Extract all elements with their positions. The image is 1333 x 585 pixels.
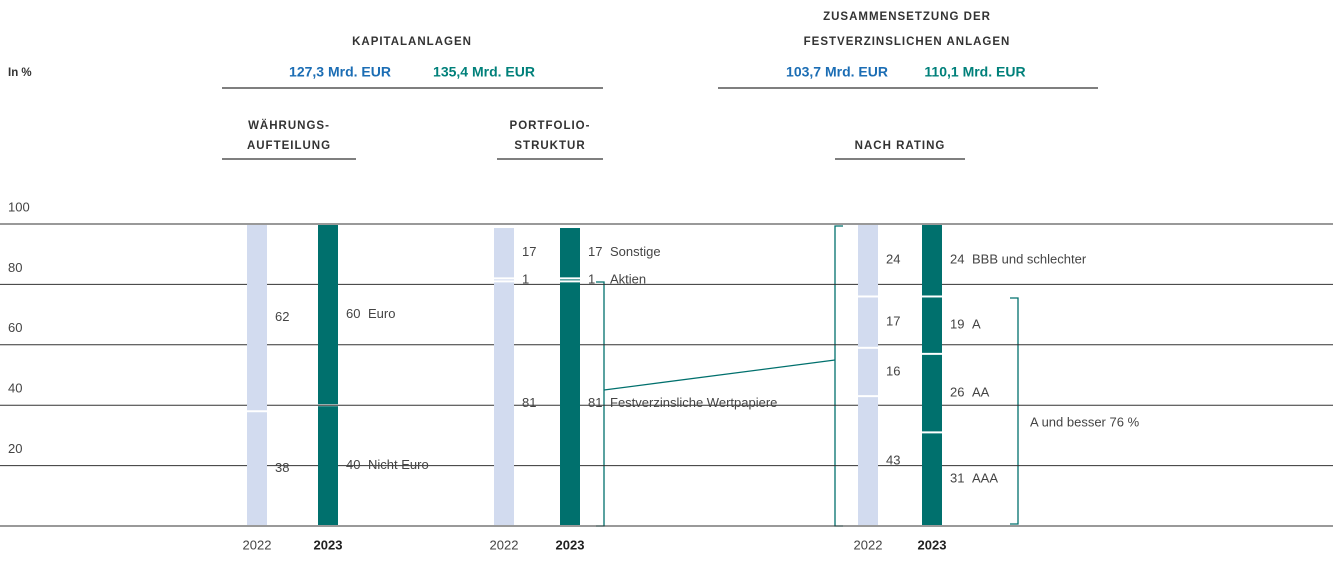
header-total: 127,3 Mrd. EUR — [289, 64, 391, 80]
x-tick-label: 2022 — [490, 537, 519, 552]
value-label: 17 — [588, 244, 602, 259]
value-label: 1 — [588, 271, 595, 286]
value-label: 24 — [886, 252, 900, 267]
x-tick-label: 2023 — [314, 537, 343, 552]
x-tick-label: 2022 — [243, 537, 272, 552]
series-label: Festverzinsliche Wertpapiere — [610, 395, 777, 410]
value-label: 31 — [950, 471, 964, 486]
value-label: 17 — [886, 314, 900, 329]
group-title: STRUKTUR — [514, 140, 585, 152]
value-label: 38 — [275, 460, 289, 475]
header-rules — [222, 87, 1098, 160]
series-label: Sonstige — [610, 244, 661, 259]
x-tick-label: 2022 — [854, 537, 883, 552]
x-tick-label: 2023 — [918, 537, 947, 552]
value-label: 60 — [346, 306, 360, 321]
group-title: AUFTEILUNG — [247, 140, 331, 152]
y-tick-label: 20 — [8, 441, 22, 456]
series-label: Euro — [368, 306, 395, 321]
bar-segment — [858, 225, 878, 296]
series-label: AA — [972, 385, 990, 400]
header-title: ZUSAMMENSETZUNG DER — [823, 11, 991, 23]
bar-segment — [247, 225, 267, 411]
header-title: KAPITALANLAGEN — [352, 36, 472, 48]
series-label: A — [972, 317, 981, 332]
bar-segment — [560, 228, 580, 278]
header-total: 103,7 Mrd. EUR — [786, 64, 888, 80]
group-title: NACH RATING — [855, 140, 946, 152]
bar-segment — [318, 406, 338, 525]
value-label: 26 — [950, 385, 964, 400]
unit-label: In % — [8, 67, 32, 79]
value-label: 1 — [522, 271, 529, 286]
header-total: 135,4 Mrd. EUR — [433, 64, 535, 80]
series-label: BBB und schlechter — [972, 252, 1087, 267]
bar-segment — [494, 282, 514, 525]
series-label: Aktien — [610, 271, 646, 286]
value-label: 40 — [346, 457, 360, 472]
value-label: 62 — [275, 309, 289, 324]
value-label: 81 — [522, 395, 536, 410]
bar-segment — [922, 297, 942, 353]
header-total: 110,1 Mrd. EUR — [924, 64, 1025, 80]
series-label: AAA — [972, 471, 998, 486]
group-title: PORTFOLIO- — [510, 120, 591, 132]
y-tick-label: 100 — [8, 199, 30, 214]
series-label: Nicht Euro — [368, 457, 429, 472]
bar-segment — [922, 354, 942, 432]
group-title: WÄHRUNGS- — [248, 119, 330, 132]
bar-segment — [858, 348, 878, 396]
value-label: 43 — [886, 453, 900, 468]
bar-segment — [318, 225, 338, 405]
y-tick-label: 40 — [8, 381, 22, 396]
bar-segment — [560, 279, 580, 281]
value-label: 19 — [950, 317, 964, 332]
value-label: 81 — [588, 395, 602, 410]
bar-segment — [494, 279, 514, 281]
bar-segment — [494, 228, 514, 278]
x-tick-label: 2023 — [556, 537, 585, 552]
y-tick-label: 80 — [8, 260, 22, 275]
value-label: 16 — [886, 363, 900, 378]
connector — [603, 359, 836, 391]
bar-segment — [247, 412, 267, 525]
bar-segment — [922, 433, 942, 525]
value-label: 24 — [950, 252, 964, 267]
bar-segment — [858, 297, 878, 347]
y-tick-label: 60 — [8, 320, 22, 335]
bracket — [1010, 297, 1019, 525]
bracket — [834, 225, 843, 527]
value-label: 17 — [522, 244, 536, 259]
header-title: FESTVERZINSLICHEN ANLAGEN — [804, 36, 1011, 48]
annotation: A und besser 76 % — [1030, 414, 1140, 429]
bar-segment — [560, 282, 580, 525]
bar-segment — [922, 225, 942, 296]
bar-segment — [858, 397, 878, 525]
